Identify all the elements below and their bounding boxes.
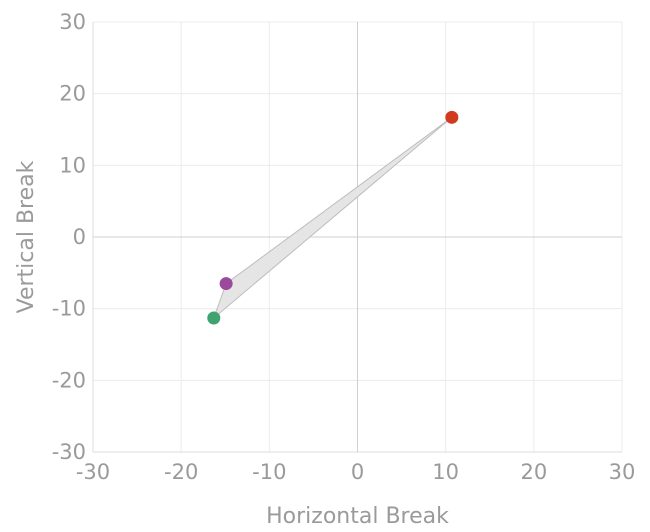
y-tick-label: 10 <box>59 153 86 177</box>
data-points <box>207 110 459 325</box>
y-tick-label: 30 <box>59 10 86 34</box>
y-axis-title: Vertical Break <box>14 160 39 313</box>
x-tick-label: 20 <box>520 460 547 484</box>
x-tick-label: 30 <box>609 460 636 484</box>
x-tick-labels: -30 -20 -10 0 10 20 30 <box>76 460 636 484</box>
x-tick-label: -30 <box>76 460 110 484</box>
y-tick-label: 0 <box>73 225 86 249</box>
x-tick-label: 10 <box>432 460 459 484</box>
x-axis-title: Horizontal Break <box>266 504 449 529</box>
y-tick-label: -30 <box>52 440 86 464</box>
movement-hull <box>213 116 453 319</box>
y-tick-label: -10 <box>52 297 86 321</box>
x-tick-label: 0 <box>351 460 364 484</box>
data-point <box>207 311 221 325</box>
y-tick-label: 20 <box>59 82 86 106</box>
x-tick-label: -10 <box>252 460 286 484</box>
x-tick-label: -20 <box>164 460 198 484</box>
data-point <box>445 110 459 124</box>
y-tick-labels: -30 -20 -10 0 10 20 30 <box>52 10 86 464</box>
data-point <box>219 277 233 291</box>
zero-axis-lines <box>93 22 622 452</box>
y-tick-label: -20 <box>52 368 86 392</box>
